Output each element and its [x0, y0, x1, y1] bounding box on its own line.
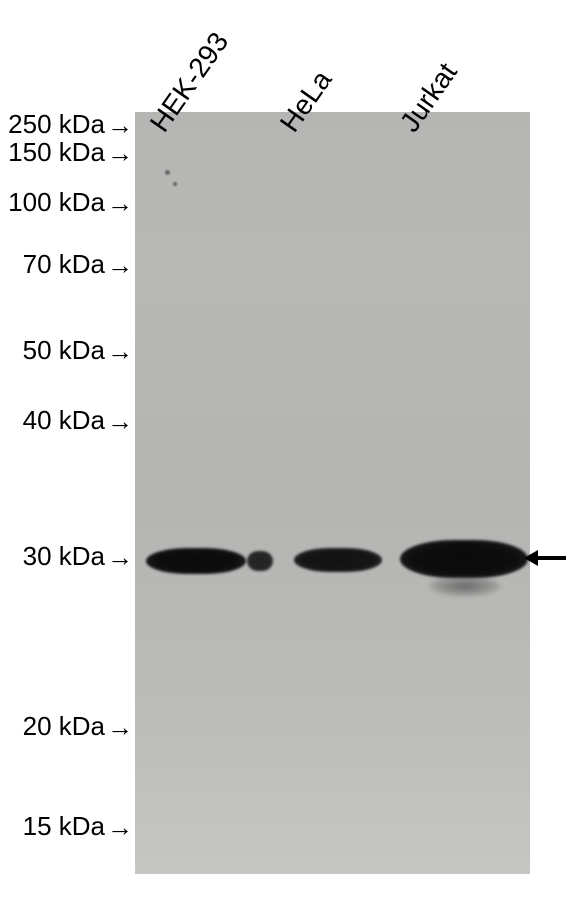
blot-figure: WWW.PTGLAB.COM HEK-293HeLaJurkat 250 kDa… — [0, 0, 580, 903]
arrow-right-icon: → — [107, 712, 133, 743]
arrow-right-icon: → — [107, 542, 133, 573]
arrow-right-icon: → — [107, 138, 133, 169]
ladder-label: 100 kDa — [8, 187, 105, 217]
ladder-label: 150 kDa — [8, 137, 105, 167]
arrow-right-icon: → — [107, 188, 133, 219]
ladder-marker: 250 kDa→ — [8, 109, 133, 140]
arrow-shaft — [536, 556, 566, 560]
ladder-label: 40 kDa — [23, 405, 105, 435]
artifact-speck — [173, 182, 177, 186]
ladder-label: 50 kDa — [23, 335, 105, 365]
artifact-speck — [165, 170, 170, 175]
ladder-marker: 40 kDa→ — [23, 405, 133, 436]
arrow-right-icon: → — [107, 336, 133, 367]
arrow-right-icon: → — [107, 406, 133, 437]
protein-band — [400, 540, 528, 578]
ladder-label: 70 kDa — [23, 249, 105, 279]
protein-band — [294, 548, 382, 572]
ladder-marker: 70 kDa→ — [23, 249, 133, 280]
ladder-marker: 50 kDa→ — [23, 335, 133, 366]
protein-band — [247, 551, 273, 571]
protein-band — [146, 548, 246, 574]
ladder-marker: 15 kDa→ — [23, 811, 133, 842]
ladder-label: 250 kDa — [8, 109, 105, 139]
arrow-right-icon: → — [107, 250, 133, 281]
ladder-marker: 100 kDa→ — [8, 187, 133, 218]
ladder-label: 20 kDa — [23, 711, 105, 741]
blot-membrane — [135, 112, 530, 874]
ladder-marker: 150 kDa→ — [8, 137, 133, 168]
ladder-marker: 20 kDa→ — [23, 711, 133, 742]
ladder-label: 15 kDa — [23, 811, 105, 841]
ladder-marker: 30 kDa→ — [23, 541, 133, 572]
band-smear — [430, 576, 500, 596]
target-band-arrow — [536, 550, 566, 566]
arrow-right-icon: → — [107, 812, 133, 843]
ladder-label: 30 kDa — [23, 541, 105, 571]
